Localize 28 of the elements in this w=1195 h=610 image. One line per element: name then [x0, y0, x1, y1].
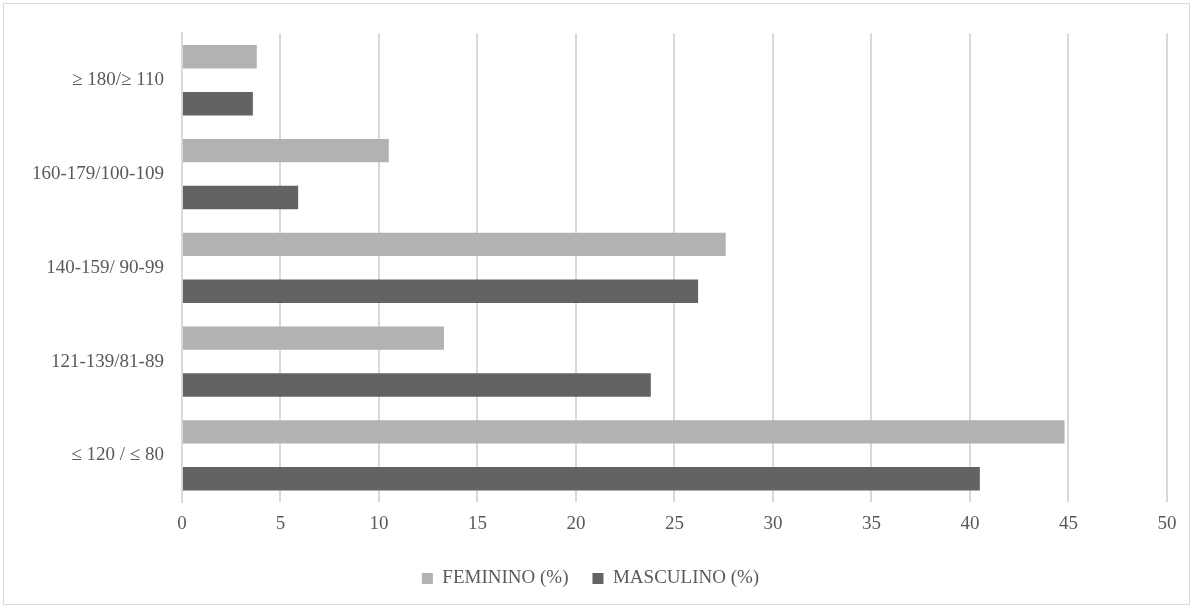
x-tick-label: 0 [177, 511, 187, 533]
bar [182, 45, 257, 69]
y-tick-label: 121-139/81-89 [51, 349, 164, 371]
y-tick-label: ≥ 180/≥ 110 [72, 68, 164, 90]
bar [182, 138, 389, 163]
legend-label: FEMININO (%) [442, 566, 569, 589]
bar [182, 185, 299, 210]
x-tick-label: 40 [960, 511, 980, 533]
bar [182, 420, 1065, 444]
bar [182, 326, 444, 350]
x-tick-label: 5 [275, 511, 286, 533]
bar [182, 467, 980, 491]
x-tick-label: 15 [467, 511, 487, 533]
x-tick-label: 35 [861, 511, 881, 533]
x-tick-label: 25 [664, 511, 684, 533]
x-tick-label: 45 [1058, 511, 1078, 533]
x-tick-label: 30 [763, 511, 783, 533]
bar [182, 279, 699, 303]
x-tick-label: 50 [1157, 511, 1177, 533]
x-tick-label: 10 [369, 511, 389, 533]
y-tick-label: ≤ 120 / ≤ 80 [71, 443, 164, 465]
bar [182, 92, 253, 116]
x-tick-label: 20 [566, 511, 586, 533]
y-tick-label: 140-159/ 90-99 [46, 255, 164, 277]
legend-label: MASCULINO (%) [612, 566, 760, 589]
y-tick-label: 160-179/100-109 [32, 162, 164, 184]
bar [182, 373, 651, 397]
bar [182, 232, 726, 257]
